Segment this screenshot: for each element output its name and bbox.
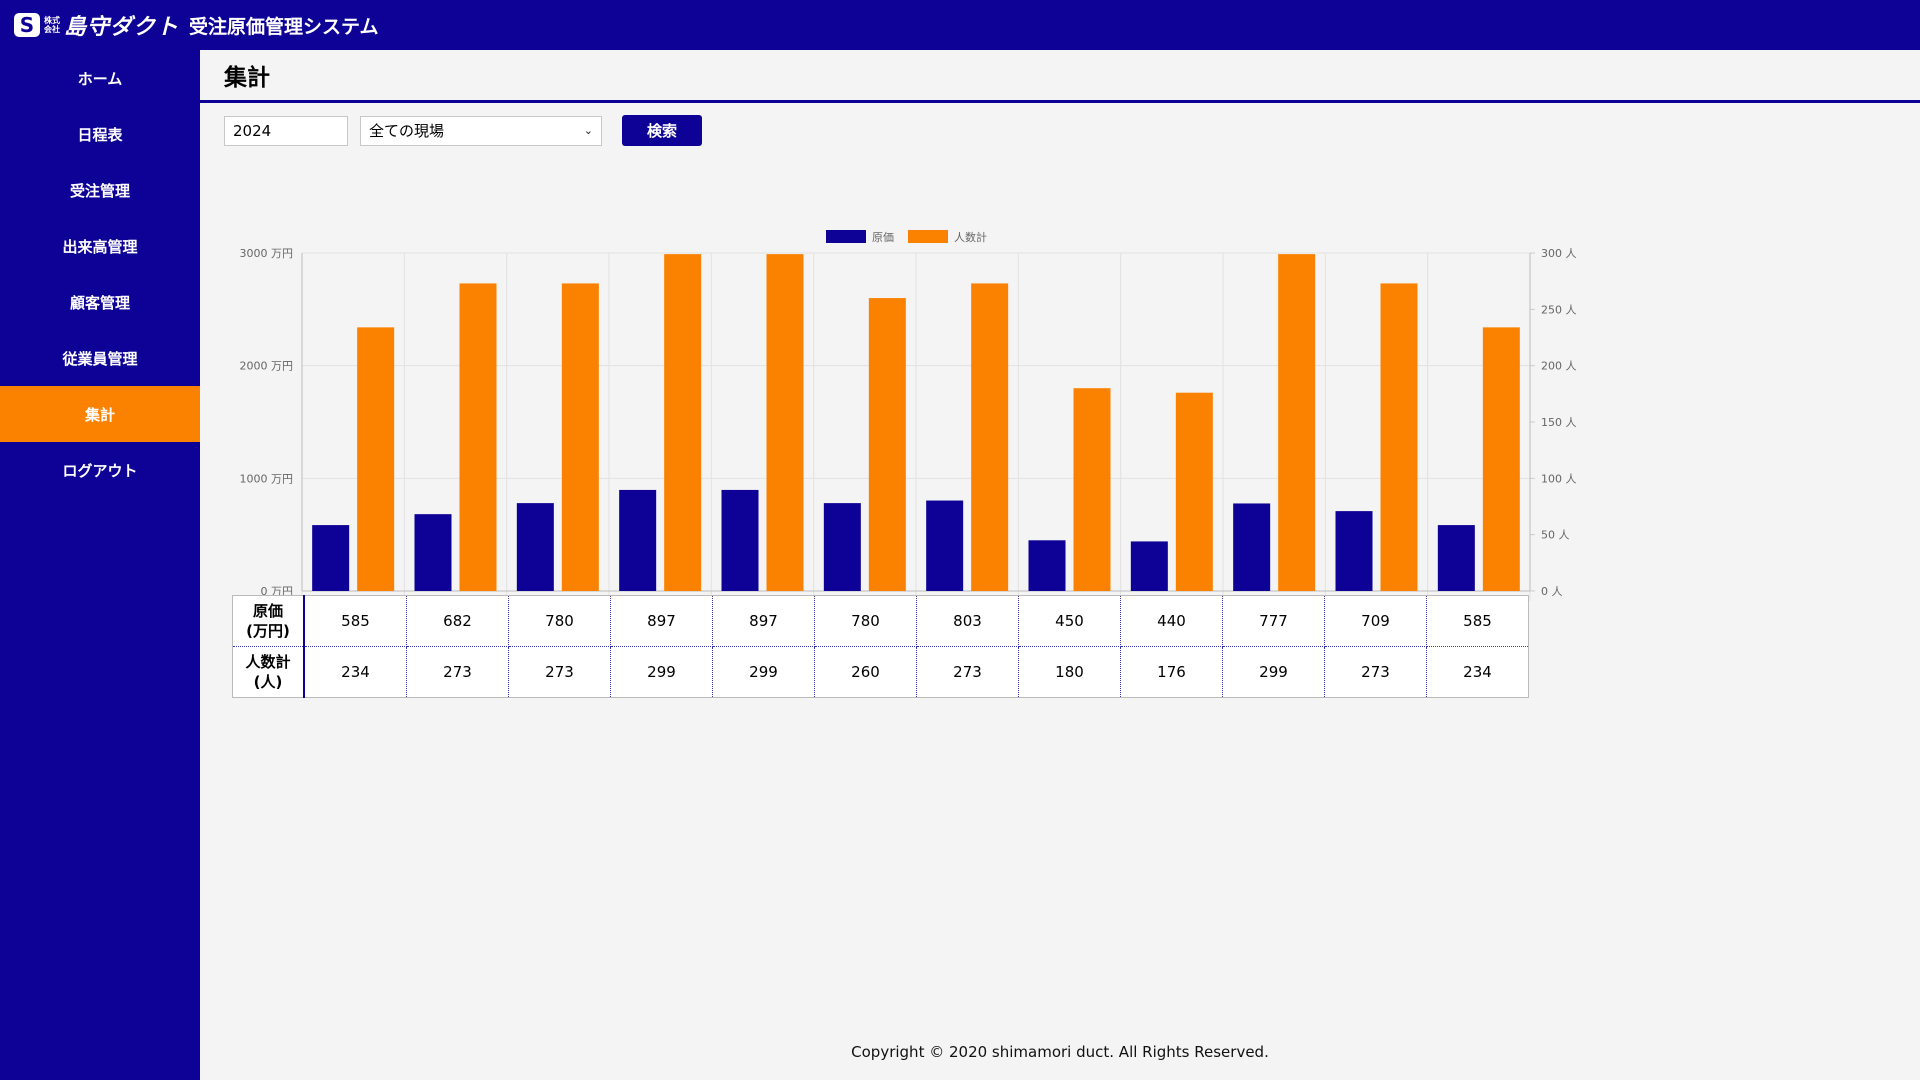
- sidebar: ホーム 日程表 受注管理 出来高管理 顧客管理 従業員管理 集計 ログアウト: [0, 50, 200, 1080]
- table-cell: 682: [406, 595, 509, 647]
- bar-headcount: [1482, 327, 1520, 591]
- table-cell: 777: [1222, 595, 1325, 647]
- sidebar-item-employees[interactable]: 従業員管理: [62, 349, 138, 368]
- y-tick-label-right: 100 人: [1541, 472, 1577, 485]
- y-tick-label-left: 3000 万円: [240, 247, 294, 260]
- legend-swatch: [826, 230, 866, 243]
- logo-mark-icon: S: [14, 13, 40, 37]
- bar-headcount: [1380, 283, 1418, 591]
- bar-headcount: [971, 283, 1009, 591]
- main-content: 集計 2024 全ての現場 ⌄ 検索 0 万円 1000 万円 2000 万円 300…: [200, 50, 1920, 1080]
- bar-headcount: [868, 298, 906, 591]
- bar-headcount: [664, 254, 702, 592]
- y-tick-label-right: 50 人: [1541, 529, 1570, 542]
- table-cell: 585: [1426, 595, 1529, 647]
- y-tick-label-right: 300 人: [1541, 247, 1577, 260]
- legend-label: 原価: [872, 231, 894, 244]
- sidebar-item-home[interactable]: ホーム: [77, 69, 123, 88]
- bar-cost: [312, 525, 350, 591]
- bar-headcount: [766, 254, 804, 592]
- search-button[interactable]: 検索: [622, 115, 702, 146]
- table-cell: 780: [508, 595, 611, 647]
- table-cell: 299: [712, 646, 815, 698]
- footer-copyright: Copyright © 2020 shimamori duct. All Rig…: [851, 1043, 1269, 1061]
- bar-headcount: [357, 327, 395, 591]
- page-title: 集計: [224, 65, 270, 91]
- company-name: 島守ダクト: [64, 15, 180, 40]
- bar-cost: [619, 489, 657, 591]
- bar-cost: [721, 489, 759, 591]
- bar-headcount: [561, 283, 599, 591]
- bar-headcount: [1073, 388, 1111, 591]
- table-cell: 234: [303, 646, 407, 698]
- legend-swatch: [908, 230, 948, 243]
- table-cell: 180: [1018, 646, 1121, 698]
- legend-label: 人数計: [954, 230, 987, 244]
- table-row: 原価 (万円) 585 682 780 897 897 780 803 450 440 777 70…: [232, 595, 1529, 647]
- table-cell: 234: [1426, 646, 1529, 698]
- site-select[interactable]: 全ての現場 ⌄: [360, 115, 602, 146]
- y-tick-label-right: 0 人: [1541, 585, 1563, 598]
- y-tick-label-right: 200 人: [1541, 360, 1577, 373]
- table-cell: 450: [1018, 595, 1121, 647]
- table-cell: 273: [1324, 646, 1427, 698]
- bar-headcount: [1278, 254, 1316, 592]
- y-tick-label-right: 150 人: [1541, 416, 1577, 429]
- table-cell: 260: [814, 646, 917, 698]
- bar-cost: [1233, 503, 1271, 591]
- y-tick-label-left: 0 万円: [261, 585, 294, 598]
- sidebar-item-logout[interactable]: ログアウト: [62, 461, 138, 480]
- table-cell: 273: [916, 646, 1019, 698]
- bar-cost: [926, 500, 964, 591]
- app-header: S 株式 会社 島守ダクト 受注原価管理システム: [0, 0, 1920, 50]
- bar-cost: [1028, 540, 1066, 591]
- bar-cost: [414, 514, 452, 591]
- table-cell: 897: [712, 595, 815, 647]
- sidebar-item-progress[interactable]: 出来高管理: [62, 237, 138, 256]
- y-tick-label-right: 250 人: [1541, 303, 1577, 316]
- table-cell: 299: [1222, 646, 1325, 698]
- sidebar-item-schedule[interactable]: 日程表: [77, 125, 123, 144]
- chevron-down-icon: ⌄: [583, 124, 593, 137]
- bar-cost: [1437, 525, 1475, 591]
- table-row: 人数計 (人) 234 273 273 299 299 260 273 180 176 299 27…: [232, 646, 1529, 698]
- table-cell: 299: [610, 646, 713, 698]
- sidebar-item-customers[interactable]: 顧客管理: [69, 293, 130, 312]
- summary-chart: 0 万円 1000 万円 2000 万円 3000 万円 0 人 50 人 100 人 150…: [240, 230, 1577, 616]
- bar-cost: [1335, 511, 1373, 591]
- filter-bar: 2024 全ての現場 ⌄ 検索: [224, 115, 702, 146]
- bar-cost: [823, 503, 861, 591]
- site-select-value: 全ての現場: [369, 122, 445, 140]
- table-cell: 897: [610, 595, 713, 647]
- table-cell: 176: [1120, 646, 1223, 698]
- company-logo[interactable]: S 株式 会社 島守ダクト: [14, 9, 179, 41]
- row-header-cost: 原価 (万円): [232, 595, 305, 647]
- summary-table: 原価 (万円) 585 682 780 897 897 780 803 450 440 777 70…: [232, 595, 1529, 698]
- table-cell: 803: [916, 595, 1019, 647]
- sidebar-item-summary[interactable]: 集計: [0, 386, 200, 442]
- table-cell: 780: [814, 595, 917, 647]
- page-header: 集計: [200, 50, 1920, 103]
- bar-cost: [1130, 541, 1168, 591]
- table-cell: 585: [303, 595, 407, 647]
- app-title: 受注原価管理システム: [189, 15, 379, 38]
- y-tick-label-left: 2000 万円: [240, 360, 294, 373]
- bar-headcount: [459, 283, 497, 591]
- bar-headcount: [1175, 392, 1213, 591]
- table-cell: 709: [1324, 595, 1427, 647]
- year-input[interactable]: 2024: [224, 115, 348, 146]
- sidebar-item-orders[interactable]: 受注管理: [69, 181, 130, 200]
- table-cell: 440: [1120, 595, 1223, 647]
- y-tick-label-left: 1000 万円: [240, 472, 294, 485]
- table-cell: 273: [406, 646, 509, 698]
- row-header-headcount: 人数計 (人): [232, 646, 305, 698]
- table-cell: 273: [508, 646, 611, 698]
- logo-kabushiki: 株式 会社: [44, 16, 60, 34]
- bar-cost: [516, 503, 554, 591]
